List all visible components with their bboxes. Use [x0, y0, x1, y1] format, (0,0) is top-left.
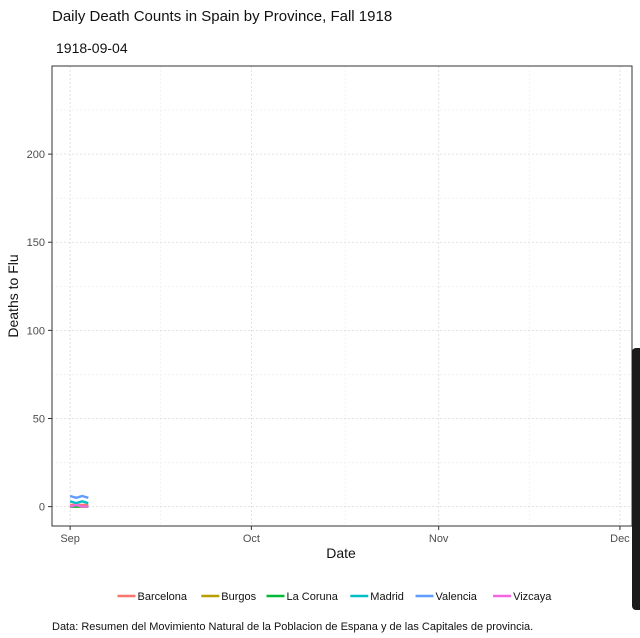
legend: Barcelona Burgos La Coruna Madrid Valencia Vi…: [117, 591, 552, 603]
x-tick-label: Nov: [429, 533, 449, 545]
legend-label: Valencia: [436, 591, 478, 603]
y-tick-label: 100: [27, 325, 45, 337]
series-layer: [69, 494, 89, 508]
x-tick-label: Dec: [610, 533, 630, 545]
y-axis-label: Deaths to Flu: [5, 254, 21, 337]
chart-caption: Data: Resumen del Movimiento Natural de …: [52, 621, 533, 633]
grid: [52, 66, 632, 526]
legend-label: Madrid: [370, 591, 404, 603]
chart-subtitle: 1918-09-04: [56, 40, 128, 56]
x-axis-label: Date: [326, 545, 356, 561]
series-line-vizcaya: [69, 503, 89, 508]
plot-panel: [51, 65, 633, 527]
chart-title: Daily Death Counts in Spain by Province,…: [52, 8, 392, 25]
legend-label: Barcelona: [138, 591, 188, 603]
y-tick-label: 0: [39, 502, 45, 514]
x-tick-label: Sep: [60, 533, 80, 545]
legend-label: Burgos: [221, 591, 256, 603]
legend-label: Vizcaya: [513, 591, 552, 603]
legend-label: La Coruna: [287, 591, 339, 603]
y-tick-label: 50: [33, 413, 45, 425]
y-tick-label: 200: [27, 149, 45, 161]
x-tick-label: Oct: [243, 533, 260, 545]
x-axis: Sep Oct Nov Dec: [60, 526, 630, 545]
series-line-madrid: [69, 500, 89, 505]
y-tick-label: 150: [27, 237, 45, 249]
y-axis: 0 50 100 150 200: [27, 149, 52, 514]
side-scroll-handle[interactable]: [632, 348, 640, 610]
series-line-valencia: [69, 494, 89, 499]
